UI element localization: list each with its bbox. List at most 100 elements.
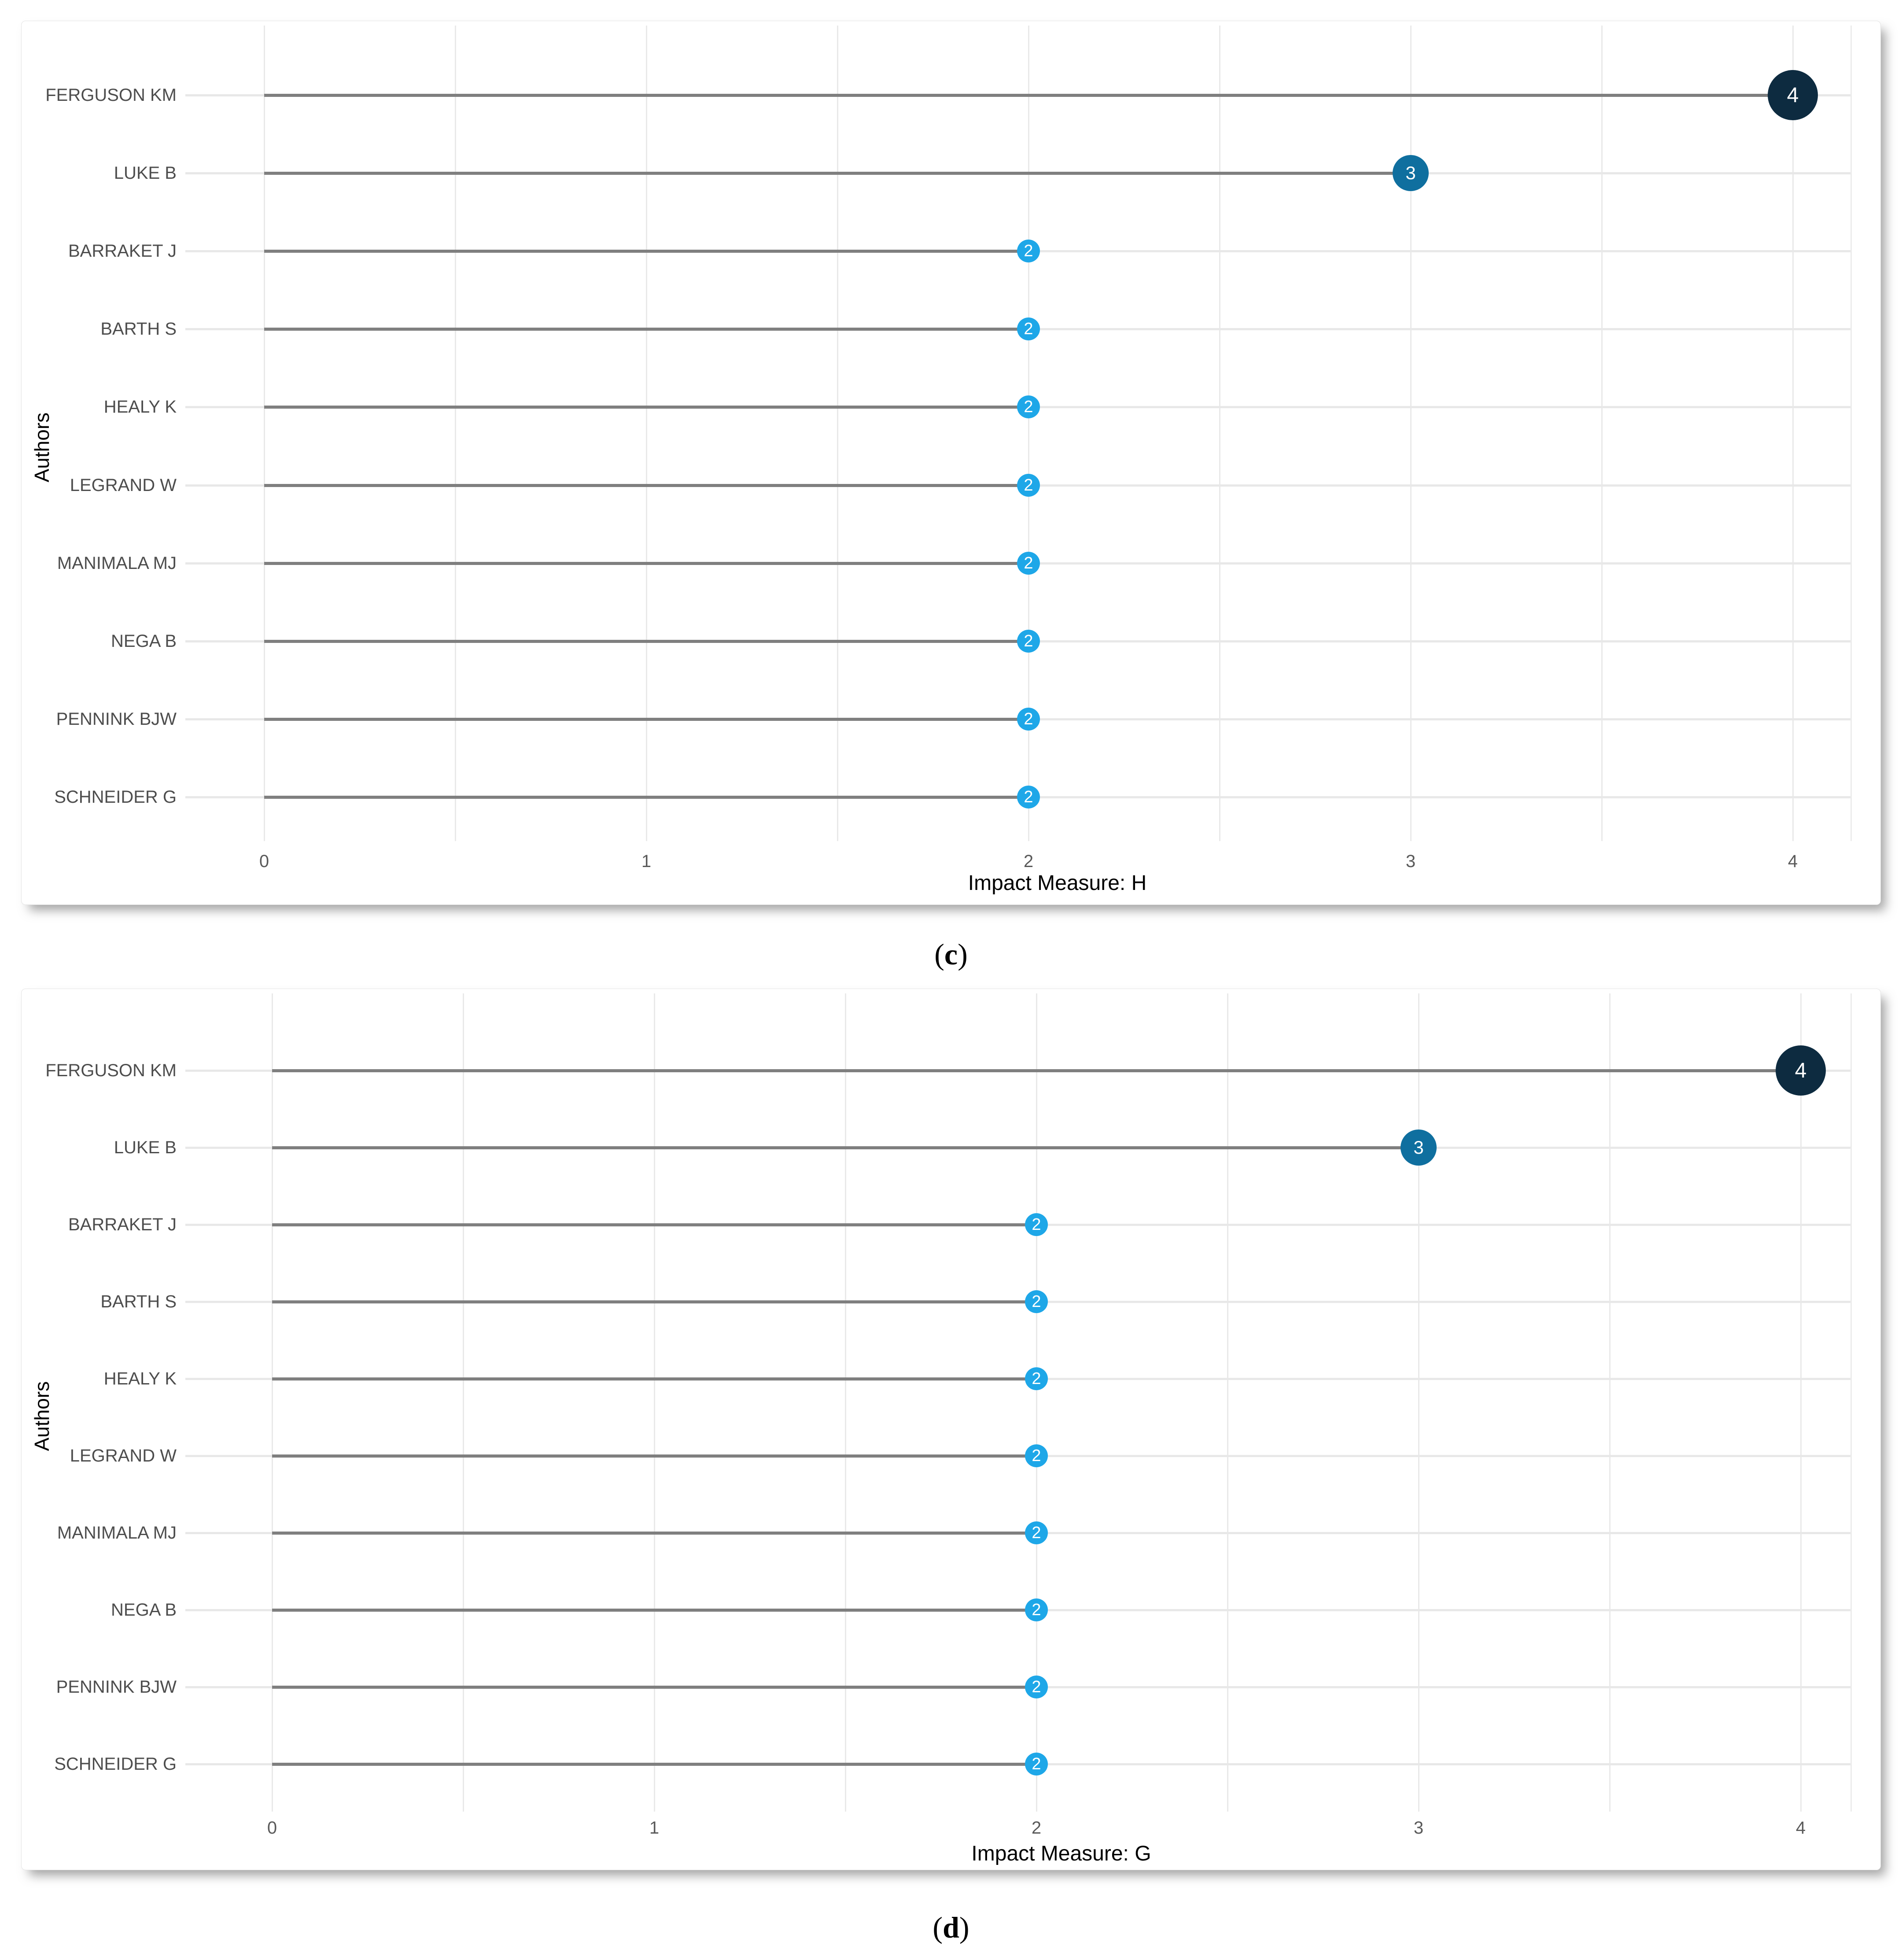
author-label: LUKE B <box>114 1138 177 1157</box>
vertical-gridline <box>264 26 265 841</box>
data-point[interactable]: 2 <box>1025 1290 1048 1313</box>
data-point-value: 2 <box>1032 1446 1041 1465</box>
data-point-value: 3 <box>1413 1137 1424 1158</box>
vertical-gridline <box>654 993 655 1812</box>
lollipop-stem <box>264 484 1028 487</box>
author-label: BARRAKET J <box>68 1215 177 1234</box>
x-tick-label: 4 <box>1788 852 1798 871</box>
x-tick-label: 4 <box>1795 1818 1806 1838</box>
vertical-gridline <box>1028 26 1029 841</box>
data-point[interactable]: 2 <box>1025 1598 1048 1621</box>
data-point-value: 2 <box>1024 787 1033 806</box>
author-label: LEGRAND W <box>70 1446 177 1465</box>
author-label: SCHNEIDER G <box>54 1754 177 1774</box>
lollipop-stem <box>272 1300 1036 1303</box>
data-point-value: 2 <box>1032 1292 1041 1311</box>
caption-letter: c <box>944 938 958 971</box>
data-point-value: 2 <box>1024 554 1033 572</box>
data-point-value: 2 <box>1024 709 1033 728</box>
data-point[interactable]: 3 <box>1401 1129 1437 1166</box>
vertical-gridline <box>646 26 647 841</box>
vertical-gridline <box>1601 26 1603 841</box>
data-point-value: 2 <box>1032 1215 1041 1234</box>
data-point[interactable]: 2 <box>1017 395 1040 418</box>
figure-caption: (d) <box>0 1903 1902 1952</box>
y-axis-title: Authors <box>30 1381 53 1451</box>
data-point[interactable]: 2 <box>1017 708 1040 731</box>
vertical-gridline <box>845 993 846 1812</box>
x-tick-label: 0 <box>267 1818 277 1838</box>
data-point[interactable]: 4 <box>1776 1045 1826 1096</box>
data-point-value: 2 <box>1024 631 1033 650</box>
data-point[interactable]: 2 <box>1025 1521 1048 1544</box>
lollipop-stem <box>272 1146 1419 1149</box>
author-label: NEGA B <box>111 631 177 651</box>
chart-panel-c: FERGUSON KM 4 LUKE B 3 BARRAKET J 2 BARTH S 2 HE… <box>21 21 1881 905</box>
author-label: MANIMALA MJ <box>57 1523 177 1543</box>
data-point-value: 4 <box>1787 83 1799 107</box>
data-point-value: 2 <box>1032 1523 1041 1542</box>
vertical-gridline <box>1609 993 1611 1812</box>
x-tick-label: 2 <box>1023 852 1034 871</box>
vertical-gridline <box>1036 993 1037 1812</box>
plot-right-border <box>1850 993 1852 1812</box>
data-point-value: 2 <box>1032 1754 1041 1773</box>
lollipop-stem <box>272 1609 1036 1612</box>
x-axis-title: Impact Measure: G <box>971 1842 1151 1865</box>
author-label: MANIMALA MJ <box>57 554 177 573</box>
data-point[interactable]: 2 <box>1025 1444 1048 1467</box>
chart-panel-d: FERGUSON KM 4 LUKE B 3 BARRAKET J 2 BARTH S 2 HE… <box>21 989 1881 1870</box>
lollipop-stem <box>264 640 1028 643</box>
author-label: PENNINK BJW <box>56 1677 177 1697</box>
vertical-gridline <box>272 993 273 1812</box>
lollipop-stem <box>264 718 1028 721</box>
data-point[interactable]: 2 <box>1025 1676 1048 1698</box>
lollipop-stem <box>264 328 1028 331</box>
lollipop-stem <box>272 1069 1801 1072</box>
author-label: NEGA B <box>111 1600 177 1620</box>
vertical-gridline <box>1418 993 1419 1812</box>
x-tick-label: 3 <box>1405 852 1416 871</box>
vertical-gridline <box>463 993 464 1812</box>
data-point-value: 2 <box>1024 476 1033 495</box>
x-tick-label: 2 <box>1031 1818 1042 1838</box>
x-tick-label: 1 <box>641 852 652 871</box>
x-tick-label: 1 <box>649 1818 660 1838</box>
vertical-gridline <box>1219 26 1220 841</box>
x-tick-label: 3 <box>1413 1818 1424 1838</box>
caption-open: ( <box>934 938 944 971</box>
lollipop-stem <box>272 1532 1036 1535</box>
data-point[interactable]: 2 <box>1017 630 1040 653</box>
data-point[interactable]: 2 <box>1025 1753 1048 1775</box>
author-label: FERGUSON KM <box>45 1061 177 1080</box>
figure-caption: (c) <box>0 930 1902 978</box>
author-label: PENNINK BJW <box>56 709 177 729</box>
data-point[interactable]: 2 <box>1017 240 1040 262</box>
lollipop-stem <box>264 562 1028 565</box>
data-point-value: 2 <box>1024 319 1033 338</box>
author-label: HEALY K <box>103 1369 177 1388</box>
lollipop-stem <box>264 172 1411 175</box>
data-point[interactable]: 2 <box>1017 552 1040 575</box>
data-point[interactable]: 2 <box>1025 1367 1048 1390</box>
lollipop-stem <box>272 1686 1036 1689</box>
lollipop-stem <box>272 1377 1036 1380</box>
lollipop-stem <box>272 1763 1036 1766</box>
author-label: BARTH S <box>100 319 177 339</box>
lollipop-stem <box>264 94 1793 97</box>
data-point[interactable]: 2 <box>1017 474 1040 497</box>
lollipop-stem <box>264 796 1028 799</box>
data-point[interactable]: 2 <box>1025 1213 1048 1236</box>
vertical-gridline <box>1800 993 1802 1812</box>
data-point[interactable]: 4 <box>1768 70 1818 120</box>
x-axis-title: Impact Measure: H <box>968 871 1147 895</box>
data-point-value: 4 <box>1795 1059 1807 1082</box>
data-point[interactable]: 3 <box>1393 155 1429 191</box>
author-label: LUKE B <box>114 163 177 183</box>
vertical-gridline <box>1227 993 1228 1812</box>
data-point[interactable]: 2 <box>1017 786 1040 808</box>
data-point[interactable]: 2 <box>1017 317 1040 340</box>
vertical-gridline <box>1792 26 1794 841</box>
caption-open: ( <box>933 1911 943 1944</box>
